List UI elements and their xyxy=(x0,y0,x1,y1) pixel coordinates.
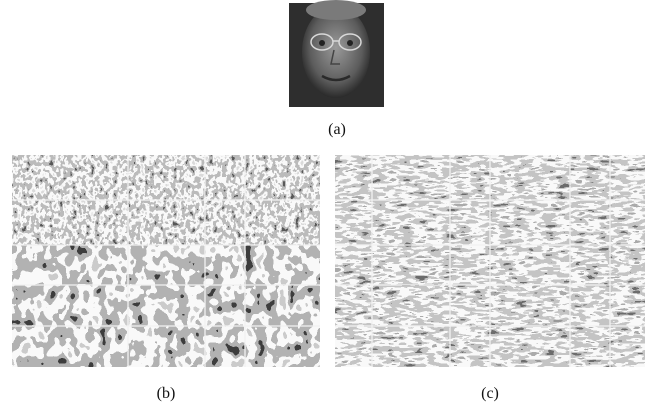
texture-grid-b xyxy=(12,155,320,367)
face-image xyxy=(289,0,384,107)
panel-label: (b) xyxy=(157,385,176,402)
panel-label: (a) xyxy=(328,121,346,138)
panel-label: (c) xyxy=(481,385,499,402)
texture-grid-c xyxy=(335,155,645,367)
